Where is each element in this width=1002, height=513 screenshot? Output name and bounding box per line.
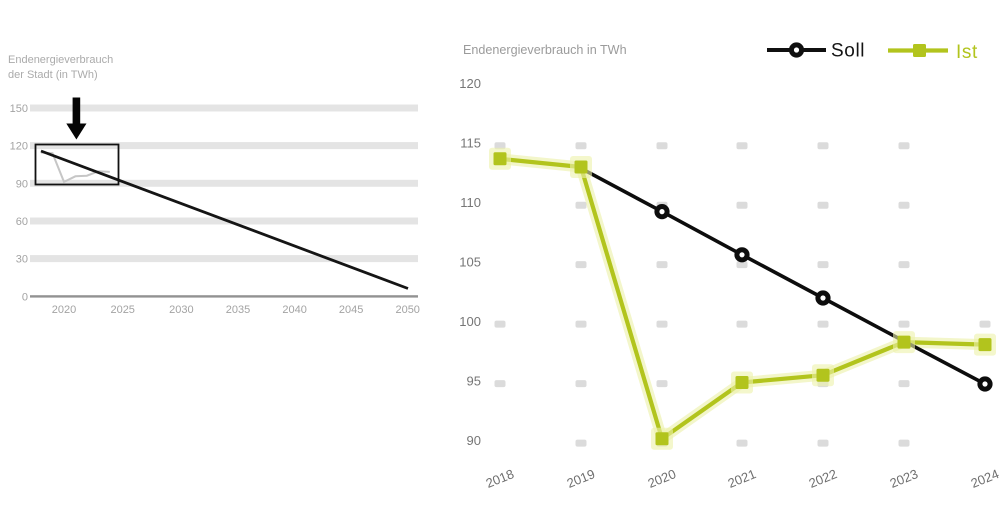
svg-text:60: 60: [16, 216, 28, 228]
svg-text:Endenergieverbrauch in TWh: Endenergieverbrauch in TWh: [463, 43, 627, 57]
svg-text:Ist: Ist: [956, 42, 978, 63]
svg-text:90: 90: [467, 433, 481, 448]
svg-text:2023: 2023: [888, 466, 920, 491]
svg-text:105: 105: [459, 255, 481, 270]
svg-text:2022: 2022: [807, 466, 839, 491]
svg-text:150: 150: [10, 103, 28, 115]
svg-text:2040: 2040: [282, 304, 306, 316]
svg-text:30: 30: [16, 254, 28, 266]
svg-text:2021: 2021: [726, 466, 758, 491]
svg-text:Endenergieverbrauch: Endenergieverbrauch: [8, 54, 113, 66]
svg-text:2025: 2025: [110, 304, 134, 316]
svg-text:95: 95: [467, 374, 481, 389]
svg-text:der Stadt (in TWh): der Stadt (in TWh): [8, 69, 98, 81]
svg-text:110: 110: [460, 195, 481, 210]
svg-text:2050: 2050: [395, 304, 419, 316]
svg-text:2019: 2019: [565, 466, 597, 491]
svg-text:2018: 2018: [484, 466, 516, 491]
svg-text:115: 115: [460, 136, 481, 151]
svg-text:2020: 2020: [646, 466, 678, 491]
svg-text:120: 120: [459, 76, 481, 91]
svg-text:90: 90: [16, 178, 28, 190]
svg-text:2045: 2045: [339, 304, 363, 316]
svg-text:2030: 2030: [169, 304, 193, 316]
svg-text:120: 120: [10, 141, 28, 153]
svg-text:0: 0: [22, 291, 28, 303]
svg-text:2035: 2035: [226, 304, 250, 316]
svg-text:2024: 2024: [969, 466, 1001, 491]
svg-text:Soll: Soll: [831, 41, 865, 62]
svg-text:2020: 2020: [52, 304, 76, 316]
svg-text:100: 100: [459, 314, 481, 329]
